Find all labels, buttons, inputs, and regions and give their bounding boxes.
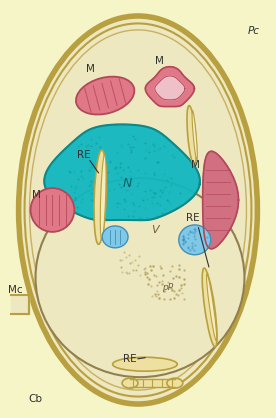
Text: RE: RE bbox=[78, 150, 91, 160]
Ellipse shape bbox=[192, 111, 197, 160]
Text: M: M bbox=[32, 190, 41, 200]
Ellipse shape bbox=[122, 378, 138, 388]
Text: Pc: Pc bbox=[248, 26, 259, 36]
Text: Cb: Cb bbox=[28, 394, 43, 404]
Ellipse shape bbox=[179, 225, 211, 255]
Text: M: M bbox=[155, 56, 164, 66]
Ellipse shape bbox=[100, 155, 106, 240]
Polygon shape bbox=[203, 151, 238, 249]
Ellipse shape bbox=[76, 76, 134, 115]
Text: RE: RE bbox=[123, 354, 137, 364]
Ellipse shape bbox=[113, 357, 177, 371]
Text: V: V bbox=[151, 225, 159, 235]
Ellipse shape bbox=[31, 188, 74, 232]
Ellipse shape bbox=[167, 378, 183, 388]
Text: Mc: Mc bbox=[8, 285, 23, 295]
Ellipse shape bbox=[36, 178, 245, 377]
Text: RE: RE bbox=[186, 213, 200, 223]
Ellipse shape bbox=[102, 226, 128, 248]
Ellipse shape bbox=[187, 106, 197, 165]
Ellipse shape bbox=[94, 150, 106, 244]
Text: pP: pP bbox=[162, 283, 173, 292]
Polygon shape bbox=[11, 295, 28, 314]
Text: N: N bbox=[122, 177, 132, 190]
Ellipse shape bbox=[18, 16, 258, 404]
Ellipse shape bbox=[206, 274, 217, 341]
Text: M: M bbox=[86, 64, 95, 74]
Polygon shape bbox=[44, 125, 200, 220]
Text: M: M bbox=[191, 160, 200, 170]
Polygon shape bbox=[155, 76, 185, 100]
Polygon shape bbox=[145, 67, 194, 107]
Ellipse shape bbox=[202, 268, 217, 347]
